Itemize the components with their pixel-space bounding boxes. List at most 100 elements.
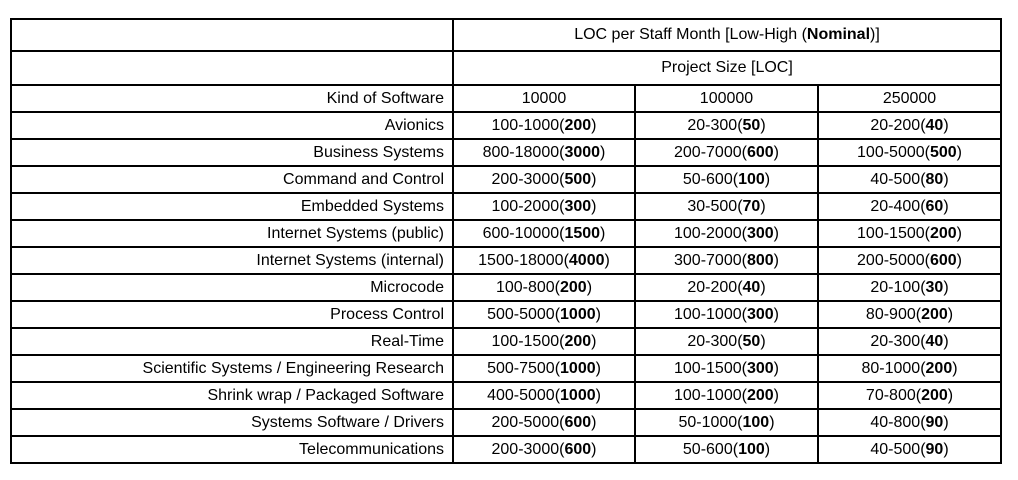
loc-range-cell: 100-1000(300) xyxy=(634,300,819,329)
low-high-range: 200-7000 xyxy=(674,143,742,161)
low-high-range: 200-5000 xyxy=(491,413,560,431)
table-row: Real-Time 100-1500(200) 20-300(50) 20-300(4… xyxy=(10,327,1003,356)
paren-open: ( xyxy=(924,143,930,161)
paren-close: ) xyxy=(943,440,949,458)
paren-open: ( xyxy=(559,116,565,134)
nominal-value: 600 xyxy=(929,251,957,269)
low-high-range: 100-1500 xyxy=(857,224,925,242)
paren-close: ) xyxy=(947,305,954,323)
paren-close: ) xyxy=(595,305,601,323)
table-row: Scientific Systems / Engineering Researc… xyxy=(10,354,1003,383)
nominal-value: 40 xyxy=(925,332,944,350)
loc-per-staff-month-table: LOC per Staff Month [Low-High (Nominal)]… xyxy=(10,18,1003,464)
paren-open: ( xyxy=(737,278,743,296)
paren-close: ) xyxy=(600,143,606,161)
nominal-value: 200 xyxy=(921,386,948,404)
paren-close: ) xyxy=(943,413,949,431)
kind-of-software-cell: Systems Software / Drivers xyxy=(10,408,454,437)
paren-close: ) xyxy=(591,197,597,215)
nominal-value: 100 xyxy=(738,440,765,458)
nominal-value: 200 xyxy=(746,386,774,404)
table-row: Command and Control 200-3000(500) 50-600(1… xyxy=(10,165,1003,194)
loc-range-cell: 20-400(60) xyxy=(816,192,1003,221)
loc-range-cell: 80-1000(200) xyxy=(816,354,1003,383)
paren-close: ) xyxy=(956,143,962,161)
paren-open: ( xyxy=(741,359,747,377)
loc-range-cell: 200-5000(600) xyxy=(816,246,1003,275)
loc-range-cell: 200-7000(600) xyxy=(634,138,819,167)
paren-open: ( xyxy=(920,278,926,296)
table-title-row: LOC per Staff Month [Low-High (Nominal)] xyxy=(10,18,1003,52)
paren-open: ( xyxy=(920,116,926,134)
paren-open: ( xyxy=(920,332,926,350)
nominal-value: 90 xyxy=(925,440,944,458)
paren-close: ) xyxy=(600,224,606,242)
loc-range-cell: 200-5000(600) xyxy=(452,408,636,437)
paren-close: ) xyxy=(591,170,597,188)
table-body: Avionics 100-1000(200) 20-300(50) 20-200(40… xyxy=(10,111,1003,464)
nominal-value: 800 xyxy=(746,251,774,269)
low-high-range: 200-5000 xyxy=(857,251,925,269)
paren-open: ( xyxy=(915,386,922,404)
loc-range-cell: 20-300(50) xyxy=(634,111,819,140)
project-size-row: Project Size [LOC] xyxy=(10,50,1003,86)
low-high-range: 1500-18000 xyxy=(478,251,564,269)
low-high-range: 100-2000 xyxy=(674,224,742,242)
table-row: Process Control 500-5000(1000) 100-1000(30… xyxy=(10,300,1003,329)
low-high-range: 500-5000 xyxy=(487,305,555,323)
blank-corner xyxy=(10,50,454,86)
low-high-range: 30-500 xyxy=(687,197,738,215)
nominal-value: 200 xyxy=(925,359,953,377)
paren-open: ( xyxy=(559,332,565,350)
paren-open: ( xyxy=(554,305,561,323)
low-high-range: 50-1000 xyxy=(678,413,738,431)
column-header-row: Kind of Software 10000 100000 250000 xyxy=(10,84,1003,113)
low-high-range: 100-1000 xyxy=(674,386,742,404)
paren-open: ( xyxy=(737,413,743,431)
low-high-range: 100-1500 xyxy=(674,359,742,377)
kind-of-software-cell: Embedded Systems xyxy=(10,192,454,221)
paren-open: ( xyxy=(920,359,926,377)
low-high-range: 100-1000 xyxy=(674,305,742,323)
paren-close: ) xyxy=(943,170,949,188)
low-high-range: 50-600 xyxy=(682,440,733,458)
low-high-range: 20-200 xyxy=(687,278,738,296)
loc-range-cell: 500-5000(1000) xyxy=(452,300,636,329)
low-high-range: 20-400 xyxy=(870,197,921,215)
loc-range-cell: 100-2000(300) xyxy=(634,219,819,248)
low-high-range: 200-3000 xyxy=(491,170,560,188)
paren-open: ( xyxy=(559,170,565,188)
paren-close: ) xyxy=(591,332,597,350)
loc-range-cell: 500-7500(1000) xyxy=(452,354,636,383)
loc-range-cell: 30-500(70) xyxy=(634,192,819,221)
nominal-value: 1000 xyxy=(560,359,596,377)
paren-close: ) xyxy=(773,359,779,377)
low-high-range: 100-1500 xyxy=(491,332,560,350)
low-high-range: 20-300 xyxy=(870,332,921,350)
paren-close: ) xyxy=(943,197,949,215)
paren-close: ) xyxy=(591,413,597,431)
loc-range-cell: 100-2000(300) xyxy=(452,192,636,221)
nominal-value: 1000 xyxy=(560,386,596,404)
kind-of-software-cell: Internet Systems (public) xyxy=(10,219,454,248)
low-high-range: 100-800 xyxy=(495,278,555,296)
paren-close: ) xyxy=(595,359,601,377)
paren-open: ( xyxy=(554,386,561,404)
paren-close: ) xyxy=(773,224,779,242)
nominal-value: 600 xyxy=(564,440,592,458)
size-header-10000: 10000 xyxy=(452,84,636,113)
table-row: Internet Systems (internal) 1500-18000(40… xyxy=(10,246,1003,275)
kind-of-software-header: Kind of Software xyxy=(10,84,454,113)
paren-open: ( xyxy=(737,197,743,215)
loc-range-cell: 20-300(40) xyxy=(816,327,1003,356)
nominal-value: 300 xyxy=(746,359,774,377)
table-row: Telecommunications 200-3000(600) 50-600(10… xyxy=(10,435,1003,464)
paren-close: ) xyxy=(760,197,766,215)
loc-range-cell: 1500-18000(4000) xyxy=(452,246,636,275)
paren-close: ) xyxy=(773,386,779,404)
paren-open: ( xyxy=(915,305,922,323)
nominal-value: 70 xyxy=(742,197,761,215)
loc-range-cell: 80-900(200) xyxy=(816,300,1003,329)
low-high-range: 300-7000 xyxy=(674,251,742,269)
